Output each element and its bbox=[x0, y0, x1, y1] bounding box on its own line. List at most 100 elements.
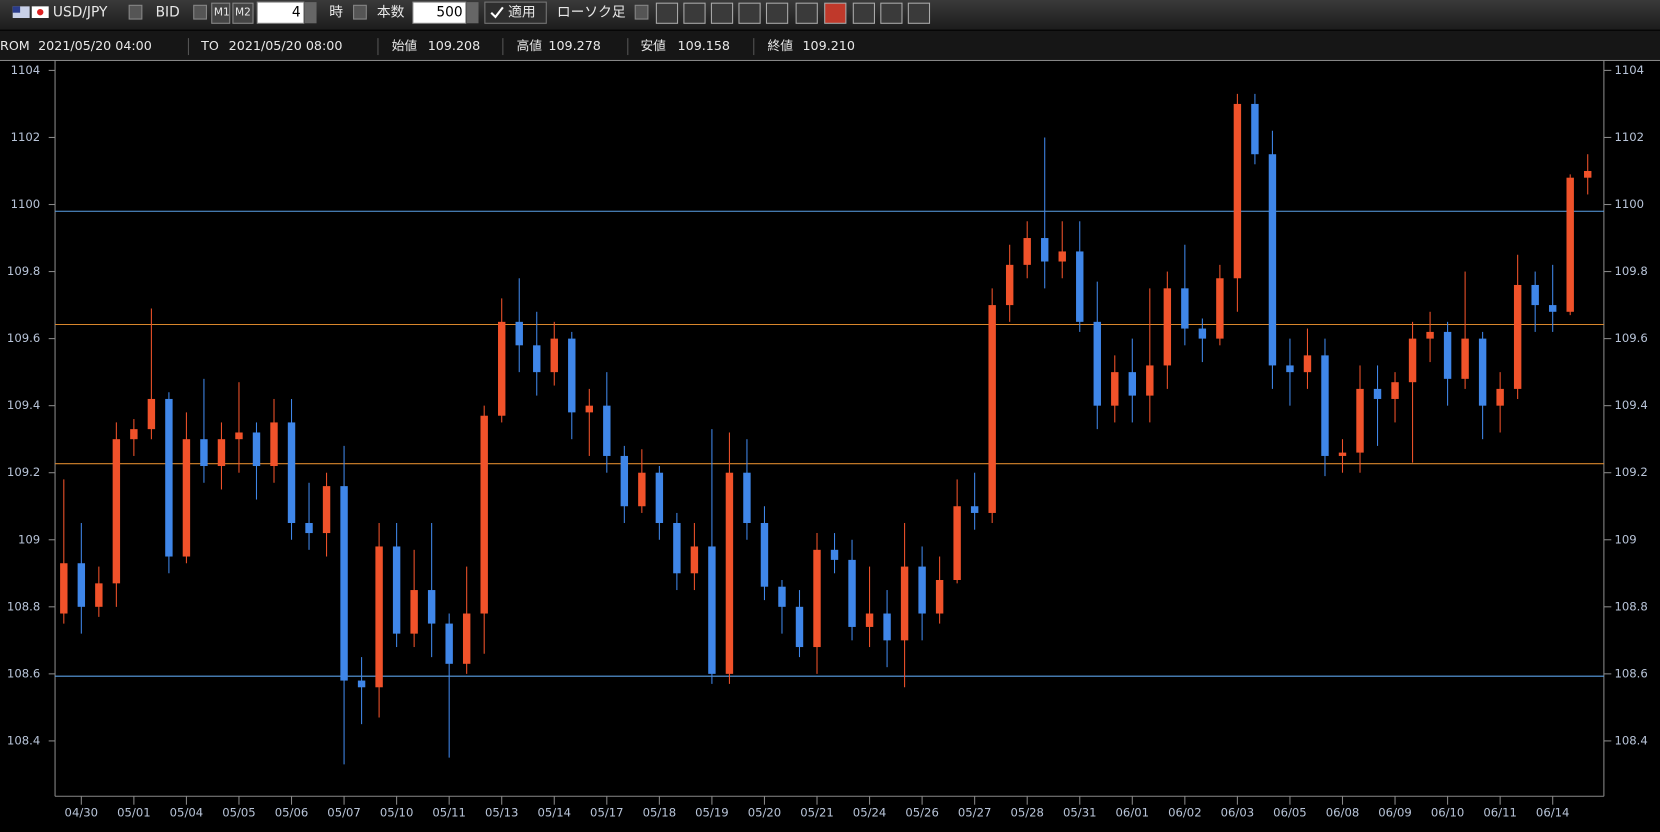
tool-icon[interactable] bbox=[795, 2, 818, 24]
interval-input[interactable] bbox=[256, 1, 305, 24]
x-tick-label: 05/01 bbox=[117, 806, 151, 820]
count-value[interactable]: 500 bbox=[436, 5, 462, 21]
candle-body bbox=[865, 613, 874, 627]
tool-icon[interactable] bbox=[907, 2, 931, 24]
y-tick-label-right: 109 bbox=[1614, 532, 1636, 546]
y-tick-label-right: 1104 bbox=[1614, 63, 1644, 77]
candle-body bbox=[568, 338, 576, 413]
x-tick-label: 05/13 bbox=[485, 806, 519, 820]
candle-body bbox=[1513, 284, 1522, 389]
dropdown[interactable] bbox=[634, 4, 649, 20]
candle-body bbox=[708, 546, 716, 674]
tool-icon[interactable] bbox=[852, 2, 875, 24]
candle-body bbox=[1338, 452, 1347, 456]
candle-body bbox=[235, 432, 243, 440]
open-value: 109.208 bbox=[428, 38, 480, 53]
candle-body bbox=[462, 613, 471, 664]
candle-body bbox=[1233, 103, 1242, 279]
candle-body bbox=[1216, 278, 1224, 339]
spinner[interactable] bbox=[304, 2, 317, 24]
y-tick-label: 109.8 bbox=[7, 264, 40, 278]
candle-body bbox=[620, 455, 629, 507]
flag-us-canton bbox=[12, 6, 21, 13]
m2-button[interactable] bbox=[232, 2, 254, 24]
from-label: ROM bbox=[0, 38, 30, 53]
candle-body bbox=[1058, 251, 1066, 262]
y-tick-label: 1104 bbox=[11, 63, 41, 77]
candle-body bbox=[638, 472, 646, 507]
candle-body bbox=[1286, 365, 1294, 373]
tool-icons bbox=[655, 2, 931, 24]
spinner[interactable] bbox=[466, 2, 479, 24]
candle-body bbox=[445, 623, 453, 664]
candle-body bbox=[550, 338, 558, 373]
interval-value[interactable]: 4 bbox=[292, 5, 301, 21]
x-tick-label: 06/14 bbox=[1536, 806, 1570, 820]
count-input[interactable] bbox=[412, 1, 467, 24]
candle-body bbox=[182, 439, 191, 557]
apply-label[interactable]: 適用 bbox=[508, 4, 536, 21]
candle-body bbox=[1391, 382, 1399, 399]
y-tick-label-right: 109.2 bbox=[1614, 465, 1647, 479]
candle-body bbox=[217, 439, 226, 467]
tool-icon[interactable] bbox=[738, 2, 761, 24]
candle-body bbox=[778, 586, 786, 607]
m1-button[interactable] bbox=[211, 2, 231, 24]
candle-body bbox=[200, 439, 208, 467]
dropdown[interactable] bbox=[128, 4, 143, 20]
candle-body bbox=[690, 546, 699, 574]
x-tick-label: 06/10 bbox=[1431, 806, 1465, 820]
candle-body bbox=[725, 472, 734, 674]
x-tick-label: 05/10 bbox=[380, 806, 414, 820]
dropdown[interactable] bbox=[193, 4, 207, 20]
y-tick-label-right: 1100 bbox=[1614, 197, 1644, 211]
m2-label: M2 bbox=[235, 7, 251, 19]
candle-body bbox=[252, 432, 261, 467]
candle-body bbox=[112, 439, 121, 584]
y-tick-label: 108.6 bbox=[7, 666, 40, 680]
x-tick-label: 06/09 bbox=[1378, 806, 1412, 820]
high-label: 高値 bbox=[517, 38, 543, 53]
x-tick-label: 05/04 bbox=[170, 806, 204, 820]
candle-body bbox=[970, 506, 979, 513]
candle-body bbox=[480, 415, 488, 614]
price-type[interactable]: BID bbox=[156, 5, 180, 21]
tool-icon[interactable] bbox=[683, 2, 706, 24]
y-tick-label-right: 109.8 bbox=[1614, 264, 1647, 278]
candle-body bbox=[1496, 388, 1504, 406]
x-tick-label: 05/28 bbox=[1010, 806, 1044, 820]
candle-body bbox=[1373, 388, 1382, 399]
candle-body bbox=[883, 613, 891, 641]
candle-body bbox=[900, 566, 909, 641]
x-tick-label: 05/20 bbox=[748, 806, 782, 820]
candle-body bbox=[1356, 388, 1364, 453]
candle-body bbox=[830, 549, 839, 560]
tool-icon[interactable] bbox=[655, 2, 679, 24]
y-tick-label: 108.4 bbox=[7, 733, 40, 747]
pair[interactable]: USD/JPY bbox=[53, 5, 108, 21]
tool-icon[interactable] bbox=[880, 2, 903, 24]
candle-body bbox=[515, 321, 523, 346]
tool-icon[interactable] bbox=[710, 2, 734, 24]
candle-body bbox=[375, 546, 383, 688]
tool-icon[interactable] bbox=[824, 2, 847, 24]
candle-body bbox=[270, 422, 278, 467]
y-tick-label-right: 109.4 bbox=[1614, 398, 1647, 412]
y-tick-label-right: 108.4 bbox=[1614, 733, 1647, 747]
high-value: 109.278 bbox=[548, 38, 600, 53]
tool-icon[interactable] bbox=[765, 2, 789, 24]
apply-button[interactable] bbox=[484, 1, 547, 24]
info-bar-bg bbox=[0, 30, 1660, 60]
candle-body bbox=[1268, 154, 1277, 366]
dropdown[interactable] bbox=[353, 4, 367, 20]
to-label: TO bbox=[200, 38, 219, 53]
x-tick-label: 06/08 bbox=[1326, 806, 1360, 820]
close-value: 109.210 bbox=[802, 38, 854, 53]
chart-kind[interactable]: ローソク足 bbox=[557, 5, 626, 21]
x-tick-label: 05/14 bbox=[538, 806, 572, 820]
check-icon bbox=[490, 6, 504, 19]
candle-body bbox=[795, 606, 804, 648]
y-tick-label-right: 1102 bbox=[1614, 130, 1644, 144]
flag-jp-dot bbox=[37, 9, 44, 16]
x-tick-label: 05/24 bbox=[853, 806, 887, 820]
